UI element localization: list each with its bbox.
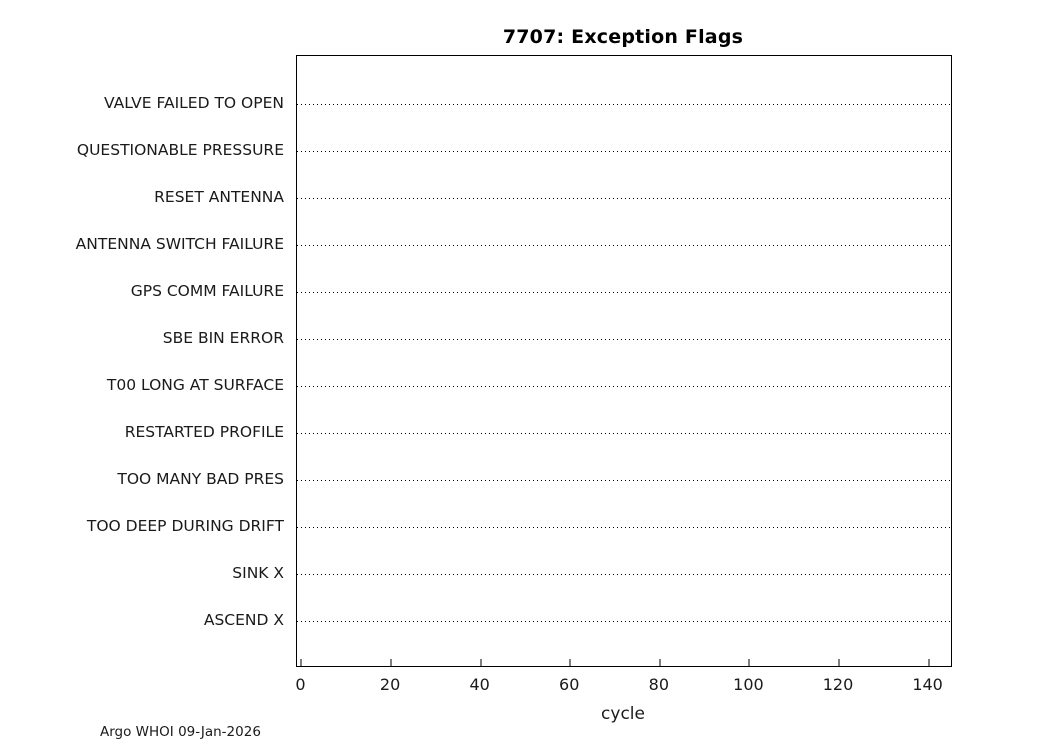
x-tick-mark [928, 659, 930, 666]
y-category-label: SBE BIN ERROR [162, 329, 284, 347]
x-tick-mark [390, 659, 392, 666]
y-category-label: TOO DEEP DURING DRIFT [86, 517, 284, 535]
category-gridline [297, 151, 951, 152]
plot-area [296, 55, 952, 667]
category-gridline [297, 527, 951, 528]
x-tick-mark [300, 659, 302, 666]
x-tick-label: 140 [912, 675, 943, 694]
x-tick-mark [838, 659, 840, 666]
y-category-label: T00 LONG AT SURFACE [106, 376, 284, 394]
x-tick-label: 60 [559, 675, 580, 694]
y-category-label: ANTENNA SWITCH FAILURE [75, 235, 284, 253]
x-tick-mark [569, 659, 571, 666]
category-gridline [297, 245, 951, 246]
y-category-label: SINK X [232, 564, 284, 582]
category-gridline [297, 480, 951, 481]
category-gridline [297, 292, 951, 293]
category-gridline [297, 339, 951, 340]
y-category-label: GPS COMM FAILURE [130, 282, 284, 300]
y-category-label: RESET ANTENNA [154, 188, 284, 206]
x-tick-mark [659, 659, 661, 666]
category-gridline [297, 574, 951, 575]
x-tick-label: 120 [822, 675, 854, 694]
y-category-label: QUESTIONABLE PRESSURE [76, 141, 284, 159]
y-category-label: TOO MANY BAD PRES [117, 470, 284, 488]
chart-title: 7707: Exception Flags [502, 26, 744, 48]
x-tick-mark [480, 659, 482, 666]
x-tick-label: 0 [295, 675, 306, 694]
y-category-label: RESTARTED PROFILE [124, 423, 284, 441]
y-category-label: VALVE FAILED TO OPEN [104, 94, 284, 112]
x-tick-label: 20 [379, 675, 401, 694]
category-gridline [297, 104, 951, 105]
category-gridline [297, 386, 951, 387]
category-gridline [297, 621, 951, 622]
footer-credit: Argo WHOI 09-Jan-2026 [100, 724, 261, 740]
x-axis-title: cycle [601, 704, 645, 724]
category-gridline [297, 198, 951, 199]
y-category-label: ASCEND X [203, 611, 284, 629]
x-tick-label: 40 [469, 675, 490, 694]
x-tick-label: 100 [733, 675, 764, 694]
x-tick-mark [748, 659, 750, 666]
category-gridline [297, 433, 951, 434]
x-tick-label: 80 [648, 675, 670, 694]
